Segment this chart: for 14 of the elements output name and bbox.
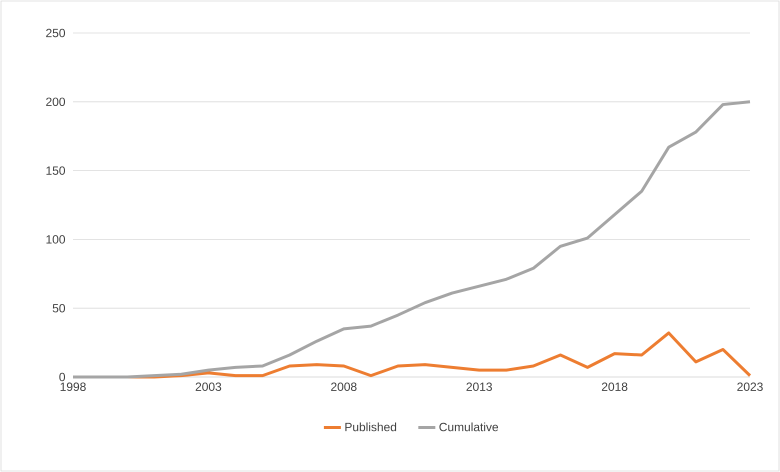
legend-label: Cumulative bbox=[439, 422, 498, 432]
y-tick-label: 0 bbox=[59, 372, 66, 382]
x-tick-label: 2018 bbox=[602, 382, 628, 391]
y-tick-label: 250 bbox=[46, 28, 66, 38]
x-tick-label: 1998 bbox=[60, 382, 86, 391]
y-tick-label: 150 bbox=[46, 166, 66, 175]
y-tick-label: 100 bbox=[46, 235, 66, 244]
x-tick-label: 2008 bbox=[331, 382, 357, 391]
legend-label: Published bbox=[345, 422, 396, 432]
x-tick-label: 2023 bbox=[737, 382, 763, 391]
x-tick-label: 2003 bbox=[196, 382, 222, 391]
y-tick-label: 200 bbox=[46, 98, 66, 106]
y-tick-label: 50 bbox=[52, 304, 66, 312]
x-tick-label: 2013 bbox=[466, 382, 492, 391]
